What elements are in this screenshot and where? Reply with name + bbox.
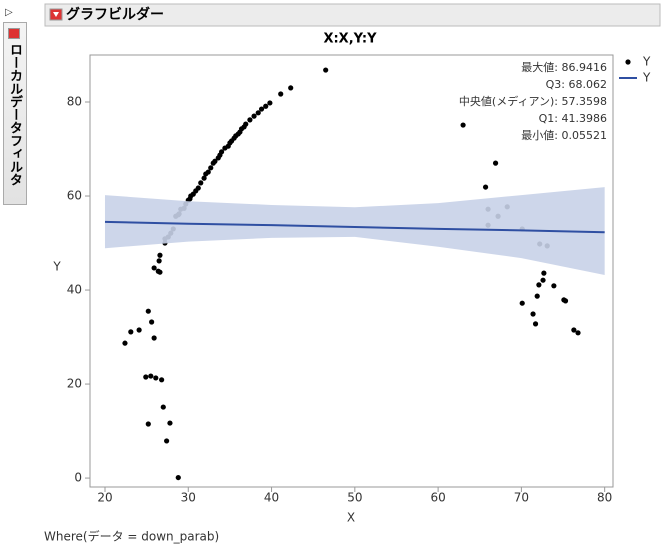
point: [208, 165, 214, 171]
point: [571, 327, 577, 333]
summary-stat: 最小値: 0.05521: [521, 129, 607, 142]
header-menu-arrow: [53, 12, 59, 17]
point: [218, 149, 225, 155]
y-tick-label: 0: [74, 471, 82, 485]
point: [530, 311, 536, 317]
summary-stat: 中央値(メディアン): 57.3598: [459, 94, 607, 108]
point: [143, 374, 149, 380]
y-tick-label: 20: [67, 377, 82, 391]
point: [151, 265, 157, 271]
point: [159, 377, 165, 383]
point: [263, 103, 269, 109]
point: [195, 185, 201, 191]
point: [148, 373, 154, 379]
x-tick-label: 60: [430, 491, 445, 505]
point: [460, 122, 466, 128]
side-menu-icon[interactable]: [8, 28, 20, 39]
fit-line: [104, 220, 605, 234]
point: [205, 169, 211, 175]
legend-dot: [625, 59, 631, 65]
point: [288, 85, 294, 91]
y-tick-label: 60: [67, 189, 82, 203]
plot-frame: [89, 54, 614, 488]
x-tick-label: 80: [597, 491, 612, 505]
point: [562, 298, 569, 304]
y-axis-label: Y: [52, 260, 61, 274]
point: [251, 113, 257, 119]
y-tick-label: 80: [67, 95, 82, 109]
header-bar: [44, 3, 661, 27]
point: [167, 420, 173, 426]
point: [541, 270, 547, 276]
point: [212, 158, 218, 164]
point: [145, 308, 151, 314]
x-tick-label: 70: [514, 491, 529, 505]
point: [534, 293, 540, 299]
point: [482, 184, 489, 190]
summary-stat: 最大値: 86.9416: [521, 60, 607, 74]
point: [278, 91, 284, 97]
point: [267, 100, 273, 106]
point: [532, 321, 539, 327]
x-axis-label: X: [347, 511, 355, 525]
point: [255, 110, 261, 116]
point: [243, 121, 249, 127]
where-clause: Where(データ = down_parab): [44, 529, 219, 544]
point: [201, 175, 207, 181]
point: [536, 282, 542, 288]
point: [149, 319, 155, 325]
point: [145, 421, 151, 427]
point: [157, 252, 163, 258]
point: [175, 474, 181, 481]
legend-label: Y: [642, 55, 651, 69]
header-title: グラフビルダー: [66, 6, 164, 23]
point: [198, 180, 204, 186]
point: [128, 329, 134, 335]
point: [519, 300, 525, 306]
chart-title: X:X,Y:Y: [323, 32, 377, 47]
point: [258, 106, 265, 112]
point: [151, 335, 157, 341]
point: [492, 160, 499, 166]
legend-label: Y: [642, 71, 651, 85]
local-data-filter-tab[interactable]: ローカルデータフィルタ: [3, 22, 27, 205]
point: [164, 438, 170, 444]
x-tick-label: 50: [347, 491, 362, 505]
point: [157, 269, 163, 275]
y-tick-label: 40: [67, 283, 82, 297]
point: [551, 283, 557, 289]
point: [540, 277, 546, 283]
point: [136, 327, 142, 333]
confidence-band: [104, 187, 605, 275]
point: [122, 340, 128, 346]
point: [247, 117, 253, 123]
x-tick-label: 40: [264, 491, 279, 505]
summary-stat: Q1: 41.3986: [539, 112, 607, 125]
summary-stat: Q3: 68.062: [546, 78, 607, 91]
x-tick-label: 30: [181, 491, 196, 505]
point: [575, 330, 581, 336]
expand-icon[interactable]: ▷: [5, 7, 13, 18]
point: [160, 404, 166, 410]
x-tick-label: 20: [97, 491, 112, 505]
point: [323, 67, 329, 73]
point: [153, 375, 159, 381]
point: [156, 258, 162, 264]
